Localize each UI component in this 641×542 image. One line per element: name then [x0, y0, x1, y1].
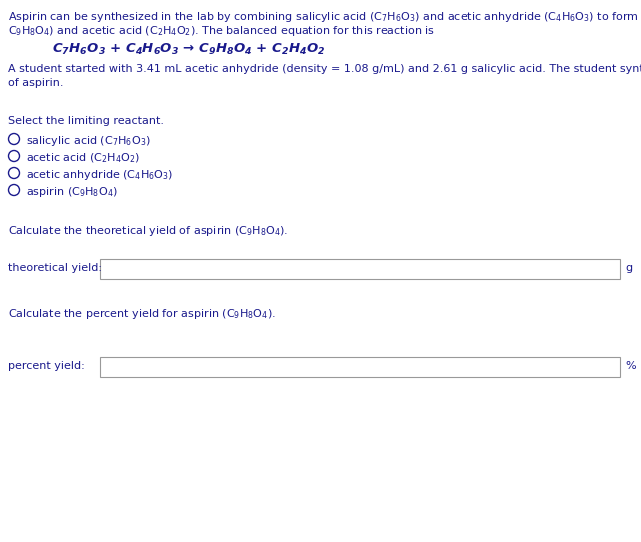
Text: Select the limiting reactant.: Select the limiting reactant.: [8, 116, 164, 126]
Text: acetic acid ($\mathregular{C_2H_4O_2}$): acetic acid ($\mathregular{C_2H_4O_2}$): [26, 151, 140, 165]
Text: Calculate the theoretical yield of aspirin ($\mathregular{C_9H_8O_4}$).: Calculate the theoretical yield of aspir…: [8, 224, 288, 238]
Text: theoretical yield:: theoretical yield:: [8, 263, 102, 273]
Text: aspirin ($\mathregular{C_9H_8O_4}$): aspirin ($\mathregular{C_9H_8O_4}$): [26, 185, 118, 199]
Text: acetic anhydride ($\mathregular{C_4H_6O_3}$): acetic anhydride ($\mathregular{C_4H_6O_…: [26, 168, 173, 182]
Text: percent yield:: percent yield:: [8, 361, 85, 371]
Text: Aspirin can be synthesized in the lab by combining salicylic acid ($\mathregular: Aspirin can be synthesized in the lab by…: [8, 10, 641, 24]
Text: $\mathregular{C_9H_8O_4}$) and acetic acid ($\mathregular{C_2H_4O_2}$). The bala: $\mathregular{C_9H_8O_4}$) and acetic ac…: [8, 24, 435, 38]
FancyBboxPatch shape: [100, 259, 620, 279]
Text: g: g: [625, 263, 632, 273]
Text: %: %: [625, 361, 636, 371]
Text: $\mathregular{C_7H_6O_3}$ + $\mathregular{C_4H_6O_3}$ → $\mathregular{C_9H_8O_4}: $\mathregular{C_7H_6O_3}$ + $\mathregula…: [52, 42, 326, 57]
Text: A student started with 3.41 mL acetic anhydride (density = 1.08 g/mL) and 2.61 g: A student started with 3.41 mL acetic an…: [8, 64, 641, 74]
Text: of aspirin.: of aspirin.: [8, 78, 63, 88]
Text: salicylic acid ($\mathregular{C_7H_6O_3}$): salicylic acid ($\mathregular{C_7H_6O_3}…: [26, 134, 151, 148]
FancyBboxPatch shape: [100, 357, 620, 377]
Text: Calculate the percent yield for aspirin ($\mathregular{C_9H_8O_4}$).: Calculate the percent yield for aspirin …: [8, 307, 276, 321]
